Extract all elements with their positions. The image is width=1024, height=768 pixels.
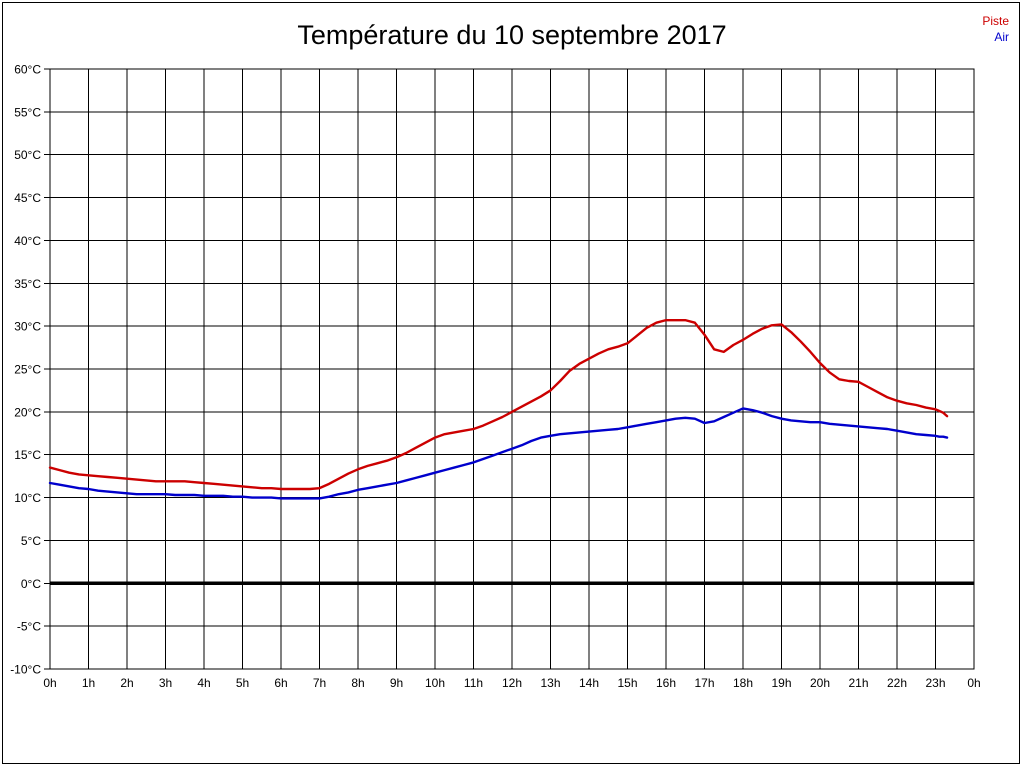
y-axis-tick-label: 45°C: [14, 191, 41, 205]
y-axis-tick-label: -10°C: [10, 663, 41, 677]
x-axis-tick-label: 4h: [197, 676, 210, 690]
y-axis-tick-label: 30°C: [14, 320, 41, 334]
y-axis-tick-label: -5°C: [17, 620, 41, 634]
y-axis-tick-label: 40°C: [14, 234, 41, 248]
x-axis-tick-label: 17h: [694, 676, 714, 690]
y-axis-tick-label: 5°C: [21, 534, 41, 548]
x-axis-tick-label: 0h: [967, 676, 980, 690]
x-axis-tick-label: 12h: [502, 676, 522, 690]
legend-item-piste[interactable]: Piste: [982, 14, 1009, 28]
x-axis-tick-label: 15h: [617, 676, 637, 690]
y-axis-tick-label: 15°C: [14, 448, 41, 462]
y-axis-tick-label: 0°C: [21, 577, 41, 591]
x-axis-tick-label: 5h: [236, 676, 249, 690]
y-axis-tick-label: 10°C: [14, 491, 41, 505]
x-axis-tick-label: 11h: [464, 676, 483, 690]
x-axis-tick-label: 18h: [733, 676, 753, 690]
x-axis-tick-label: 7h: [313, 676, 326, 690]
x-axis-tick-label: 3h: [159, 676, 172, 690]
y-axis-tick-label: 55°C: [14, 105, 41, 119]
y-axis-tick-label: 20°C: [14, 405, 41, 419]
series-line-piste: [48, 318, 949, 491]
legend-item-air[interactable]: Air: [994, 30, 1009, 45]
data-series-group: [48, 318, 949, 500]
y-axis-tick-label: 35°C: [14, 277, 41, 291]
x-axis-tick-label: 8h: [351, 676, 364, 690]
x-axis-tick-label: 21h: [848, 676, 868, 690]
chart-legend: Piste Air: [982, 13, 1009, 45]
x-axis-tick-label: 1h: [82, 676, 95, 690]
x-axis-tick-label: 16h: [656, 676, 676, 690]
x-axis-tick-label: 14h: [579, 676, 599, 690]
y-axis-tick-label: 50°C: [14, 148, 41, 162]
x-axis-labels: 0h 1h 2h 3h 4h 5h 6h 7h 8h 9h 10h 11h 12h 13h 14h 15h 16…: [43, 676, 980, 690]
x-axis-tick-label: 13h: [540, 676, 560, 690]
x-axis-tick-label: 19h: [771, 676, 791, 690]
x-axis-tick-label: 22h: [887, 676, 907, 690]
y-axis-tick-label: 60°C: [14, 63, 41, 77]
plot-area: -10°C -5°C 0°C 5°C 10°C 15°C 20°C 25°C 30°C 35°C 4…: [3, 3, 1021, 765]
y-axis-tick-label: 25°C: [14, 363, 41, 377]
x-axis-tick-label: 23h: [925, 676, 945, 690]
plot-border: [49, 68, 975, 670]
y-axis-labels: -10°C -5°C 0°C 5°C 10°C 15°C 20°C 25°C 30°C 35°C 4…: [10, 63, 41, 677]
x-axis-tick-label: 0h: [43, 676, 56, 690]
x-axis-tick-label: 2h: [120, 676, 133, 690]
x-axis-tick-label: 6h: [274, 676, 287, 690]
x-axis-tick-label: 9h: [390, 676, 403, 690]
y-gridlines: [44, 68, 974, 670]
x-axis-tick-label: 10h: [425, 676, 445, 690]
chart-title: Température du 10 septembre 2017: [297, 20, 727, 50]
chart-svg: -10°C -5°C 0°C 5°C 10°C 15°C 20°C 25°C 30°C 35°C 4…: [10, 63, 980, 691]
x-axis-tick-label: 20h: [810, 676, 830, 690]
series-line-air: [48, 407, 949, 500]
